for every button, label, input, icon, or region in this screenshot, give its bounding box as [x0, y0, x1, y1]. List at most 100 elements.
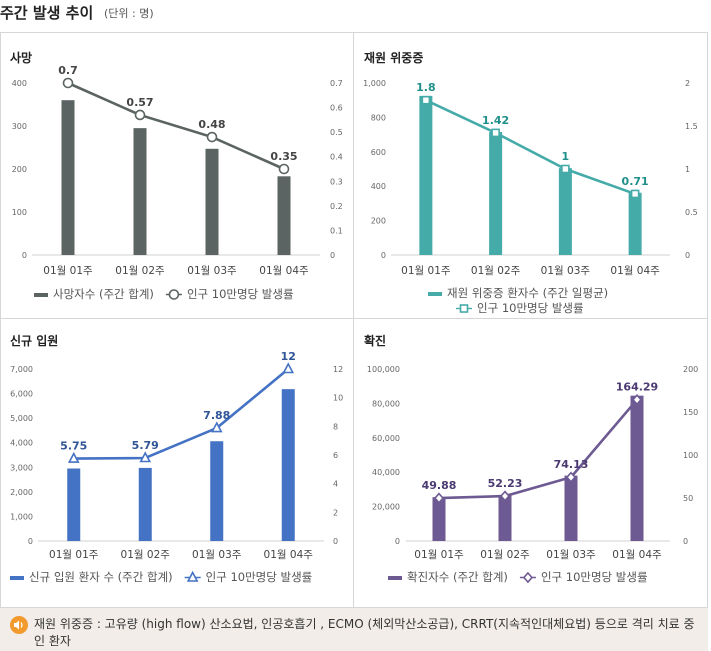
bar: [281, 389, 295, 541]
data-label: 0.48: [198, 118, 225, 131]
line-point: [134, 109, 146, 121]
y-right-tick-label: 0.4: [330, 153, 343, 162]
line-series: [425, 99, 636, 196]
data-label: 0.57: [126, 96, 153, 109]
y-left-tick-label: 0: [381, 251, 386, 260]
y-right-tick-label: 1: [685, 165, 690, 174]
legend-line-marker: [522, 571, 534, 584]
line-point: [499, 490, 511, 502]
x-tick-label: 01월 01주: [43, 265, 93, 277]
legend-line-label: 인구 10만명당 발생률: [477, 301, 584, 315]
y-right-tick-label: 0.5: [685, 208, 698, 217]
line-point: [565, 471, 577, 483]
y-right-tick-label: 2: [333, 508, 338, 517]
y-right-tick-label: 6: [333, 451, 338, 460]
x-tick-label: 01월 04주: [259, 265, 309, 277]
legend-bar-label: 사망자수 (주간 합계): [53, 287, 154, 301]
legend-bar-label: 확진자수 (주간 합계): [407, 570, 508, 584]
y-left-tick-label: 80,000: [372, 399, 400, 408]
data-label: 0.35: [270, 150, 297, 163]
unit-label: (단위 : 명): [104, 7, 154, 20]
legend-line-marker: [459, 304, 469, 313]
line-point: [630, 189, 640, 199]
chart-grid-frame: [0, 32, 708, 608]
y-left-tick-label: 5,000: [10, 414, 33, 423]
y-right-tick-label: 0.3: [330, 177, 343, 186]
x-tick-label: 01월 03주: [546, 549, 596, 561]
y-left-tick-label: 100,000: [367, 365, 400, 374]
legend-bar-swatch: [10, 576, 24, 580]
header: 주간 발생 추이 (단위 : 명): [0, 0, 711, 28]
chart-svg-critical: 재원 위중증 0 200 400 600 800 1,000 0 0.5 1 1.5 2 1.8 1.42…: [363, 51, 698, 315]
y-right-tick-label: 50: [683, 494, 693, 503]
bar: [498, 494, 512, 541]
line-point: [631, 394, 643, 406]
y-left-tick-label: 4,000: [10, 439, 33, 448]
chart-panel-critical: 재원 위중증 0 200 400 600 800 1,000 0 0.5 1 1.5 2 1.8 1.42…: [354, 33, 708, 318]
line-point: [210, 421, 223, 433]
speaker-icon: [10, 616, 28, 634]
y-left-tick-label: 1,000: [363, 79, 386, 88]
y-left-tick-label: 400: [12, 79, 27, 88]
legend-bar-swatch: [388, 576, 402, 580]
chart-svg-admissions: 신규 입원 0 1,000 2,000 3,000 4,000 5,000 6,000 7,00…: [10, 333, 343, 584]
data-label: 1.8: [416, 81, 436, 94]
x-tick-label: 01월 03주: [187, 265, 237, 277]
legend-bar-label: 재원 위중증 환자수 (주간 일평균): [447, 286, 608, 300]
legend-bar-swatch: [428, 292, 442, 296]
bar: [432, 497, 446, 541]
bar: [564, 475, 578, 541]
bar: [205, 148, 219, 255]
data-label: 0.7: [58, 64, 78, 77]
y-left-tick-label: 600: [371, 148, 386, 157]
chart-title: 신규 입원: [10, 333, 58, 348]
bar: [210, 441, 224, 541]
line-point: [206, 131, 218, 143]
x-tick-label: 01월 03주: [541, 265, 591, 277]
data-label: 5.79: [132, 439, 159, 452]
bar: [67, 468, 81, 541]
y-right-tick-label: 0.5: [330, 128, 343, 137]
x-tick-label: 01월 02주: [471, 265, 521, 277]
line-point: [139, 451, 152, 463]
y-left-tick-label: 6,000: [10, 390, 33, 399]
y-right-tick-label: 4: [333, 480, 338, 489]
y-left-tick-label: 40,000: [372, 468, 400, 477]
data-label: 5.75: [60, 440, 87, 453]
y-left-tick-label: 200: [12, 165, 27, 174]
x-tick-label: 01월 04주: [610, 265, 660, 277]
data-label: 1: [562, 150, 570, 163]
line-series: [73, 367, 290, 460]
line-point: [561, 164, 570, 174]
y-right-tick-label: 10: [333, 394, 343, 403]
y-right-tick-label: 200: [683, 365, 698, 374]
y-right-tick-label: 1.5: [685, 122, 698, 131]
legend-line-label: 인구 10만명당 발생률: [541, 570, 648, 584]
data-label: 7.88: [203, 409, 230, 422]
x-tick-label: 01월 01주: [414, 549, 464, 561]
divider-vertical: [353, 32, 354, 608]
y-left-tick-label: 300: [12, 122, 27, 131]
x-tick-label: 01월 03주: [192, 549, 242, 561]
data-label: 12: [281, 350, 296, 363]
y-right-tick-label: 0: [333, 537, 338, 546]
bar: [628, 192, 642, 255]
y-right-tick-label: 0.6: [330, 104, 343, 113]
legend-line-label: 인구 10만명당 발생률: [187, 287, 294, 301]
line-point: [67, 451, 80, 463]
y-left-tick-label: 7,000: [10, 365, 33, 374]
line-series: [438, 398, 638, 500]
legend-line-marker: [168, 289, 180, 300]
chart-panel-confirmed: 확진 0 20,000 40,000 60,000 80,000 100,000 0 50 100…: [354, 319, 708, 608]
y-left-tick-label: 0: [28, 537, 33, 546]
y-right-tick-label: 0: [683, 537, 688, 546]
line-point: [421, 95, 431, 105]
bar: [489, 132, 503, 255]
y-right-tick-label: 100: [683, 451, 698, 460]
chart-title: 사망: [10, 50, 32, 65]
data-label: 74.13: [554, 458, 589, 471]
chart-svg-confirmed: 확진 0 20,000 40,000 60,000 80,000 100,000 0 50 100…: [364, 333, 698, 584]
x-tick-label: 01월 02주: [115, 265, 165, 277]
footnote: 재원 위중증 : 고유량 (high flow) 산소요법, 인공호흡기 , E…: [0, 608, 708, 651]
y-left-tick-label: 100: [12, 208, 27, 217]
